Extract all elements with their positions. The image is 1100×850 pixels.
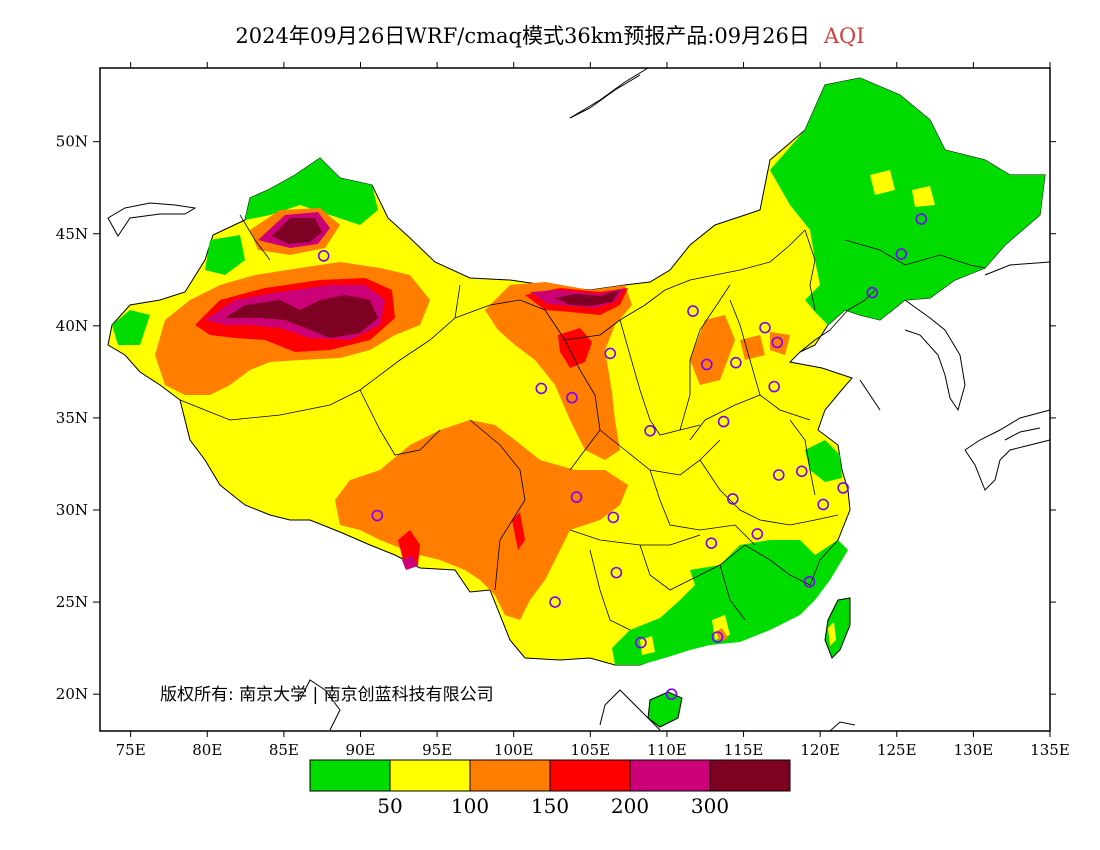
- city-marker: [803, 576, 816, 588]
- province-boundaries: [179, 214, 986, 631]
- city-marker: [317, 250, 330, 262]
- legend-break-label: 150: [531, 794, 569, 818]
- city-marker: [665, 688, 678, 700]
- city-marker: [635, 636, 647, 649]
- city-marker: [566, 391, 578, 404]
- legend-swatch: [629, 759, 711, 792]
- city-marker: [535, 382, 548, 395]
- legend-swatch: [709, 759, 791, 792]
- lat-tick-label: 50N: [56, 133, 88, 151]
- city-marker: [607, 511, 620, 524]
- legend-break-label: 100: [451, 794, 489, 818]
- aqi-field: [107, 77, 1046, 666]
- legend-swatch: [549, 759, 631, 792]
- city-marker: [751, 528, 764, 540]
- city-marker: [837, 482, 849, 494]
- aqi-legend: 50 100 150 200 300: [309, 759, 791, 818]
- city-marker: [915, 213, 928, 225]
- title-variable: AQI: [823, 24, 865, 48]
- legend-swatch: [389, 759, 471, 792]
- lon-tick-label: 85E: [269, 741, 299, 759]
- title-main: 2024年09月26日WRF/cmaq模式36km预报产品:09月26日: [235, 24, 810, 48]
- lon-tick-label: 80E: [192, 741, 222, 759]
- city-marker: [705, 537, 718, 549]
- latitude-axis: 20N 25N 30N 35N 40N 45N 50N: [56, 133, 1056, 703]
- lon-tick-label: 130E: [954, 741, 994, 759]
- northeast-green: [770, 78, 1045, 325]
- copyright-text: 版权所有: 南京大学 | 南京创蓝科技有限公司: [160, 685, 494, 705]
- lon-tick-label: 110E: [647, 741, 687, 759]
- city-marker: [644, 425, 656, 437]
- xinjiang-green: [245, 158, 378, 225]
- lon-tick-label: 120E: [800, 741, 840, 759]
- south-china-green: [612, 540, 848, 665]
- city-marker: [895, 248, 908, 260]
- legend-break-label: 300: [691, 794, 729, 818]
- lon-tick-label: 105E: [571, 741, 611, 759]
- lon-tick-label: 75E: [116, 741, 146, 759]
- lat-tick-label: 35N: [56, 409, 88, 427]
- city-marker: [687, 305, 699, 317]
- lon-tick-label: 135E: [1030, 741, 1070, 759]
- city-marker: [795, 465, 808, 478]
- lon-tick-label: 100E: [494, 741, 534, 759]
- city-marker: [768, 380, 780, 393]
- city-markers: [317, 213, 928, 700]
- city-marker: [817, 498, 830, 511]
- longitude-axis: 75E 80E 85E 90E 95E 100E 105E 110E 115E 120E 125E 1…: [116, 62, 1070, 759]
- city-marker: [604, 347, 617, 360]
- lat-tick-label: 30N: [56, 501, 88, 519]
- lat-tick-label: 45N: [56, 225, 88, 243]
- map-title: 2024年09月26日WRF/cmaq模式36km预报产品:09月26日 AQI: [0, 20, 1100, 50]
- legend-swatch: [469, 759, 551, 792]
- legend-break-label: 200: [611, 794, 649, 818]
- lat-tick-label: 25N: [56, 593, 88, 611]
- lon-tick-label: 95E: [422, 741, 452, 759]
- city-marker: [730, 356, 742, 369]
- map-frame: [99, 67, 1051, 732]
- legend-break-label: 50: [377, 794, 402, 818]
- city-marker: [717, 415, 730, 428]
- city-marker: [759, 321, 771, 334]
- city-marker: [771, 336, 784, 349]
- tibet-sichuan-orange: [335, 420, 628, 620]
- lat-tick-label: 20N: [56, 685, 88, 703]
- city-marker: [711, 631, 724, 643]
- city-marker: [727, 493, 739, 505]
- lon-tick-label: 125E: [877, 741, 917, 759]
- city-marker: [610, 566, 623, 579]
- city-marker: [866, 286, 879, 299]
- city-marker: [549, 596, 561, 608]
- lon-tick-label: 115E: [724, 741, 764, 759]
- city-marker: [772, 469, 785, 481]
- lon-tick-label: 90E: [345, 741, 375, 759]
- city-marker: [371, 509, 384, 522]
- lat-tick-label: 40N: [56, 317, 88, 335]
- legend-swatch: [309, 759, 391, 792]
- city-marker: [700, 358, 713, 371]
- city-marker: [570, 491, 583, 503]
- coastlines: [107, 67, 1051, 732]
